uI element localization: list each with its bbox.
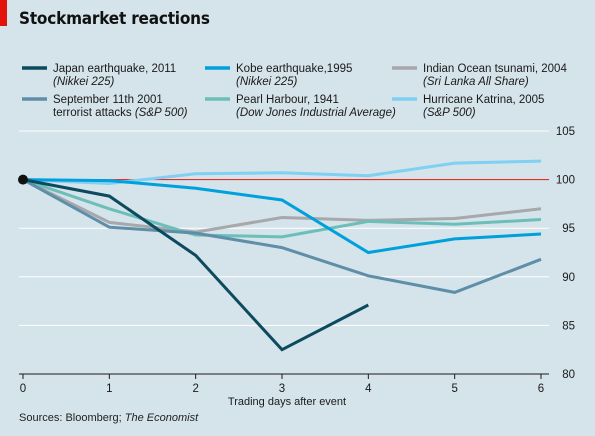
y-tick-label-80: 80 [562, 369, 575, 381]
series-line-2 [22, 178, 542, 234]
y-axis-ticks: 80 85 90 95 100 105 [556, 126, 575, 381]
legend-label-5: Hurricane Katrina, 2005 [423, 94, 544, 106]
y-tick-label-95: 95 [562, 223, 575, 235]
source-italic: The Economist [124, 412, 199, 424]
x-tick-label-2: 2 [192, 383, 198, 395]
x-tick-label-5: 5 [451, 383, 457, 395]
legend-label-4: Pearl Harbour, 1941 [236, 94, 339, 106]
legend-sub-3: terrorist attacks (S&P 500) [53, 107, 188, 119]
chart-title: Stockmarket reactions [19, 9, 210, 29]
x-tick-label-4: 4 [365, 383, 372, 395]
legend-sub-2: (Sri Lanka All Share) [423, 76, 529, 88]
legend-sub-4: (Dow Jones Industrial Average) [236, 107, 396, 119]
series-line-4 [22, 178, 542, 239]
series-line-3 [22, 178, 542, 294]
x-tick-label-0: 0 [20, 383, 26, 395]
grid-lines [19, 130, 549, 375]
source-note: Sources: Bloomberg; The Economist [19, 412, 198, 424]
legend-label-1: Kobe earthquake,1995 [236, 63, 352, 75]
y-tick-label-85: 85 [562, 320, 575, 332]
red-corner-tab [0, 0, 7, 26]
series-lines [22, 159, 542, 352]
y-tick-label-90: 90 [562, 272, 575, 284]
series-line-1 [22, 178, 542, 255]
legend-sub-1: (Nikkei 225) [236, 76, 298, 88]
x-tick-label-3: 3 [279, 383, 285, 395]
x-tick-label-6: 6 [538, 383, 544, 395]
legend-label-3: September 11th 2001 [53, 94, 163, 106]
legend-label-0: Japan earthquake, 2011 [53, 63, 176, 75]
series-line-0 [22, 178, 369, 352]
y-tick-label-100: 100 [556, 175, 575, 187]
series-line-5 [22, 159, 542, 186]
origin-dot [18, 174, 28, 185]
x-axis-label: Trading days after event [228, 396, 346, 408]
source-prefix: Sources: Bloomberg; [19, 412, 125, 424]
legend-sub-5: (S&P 500) [423, 107, 476, 119]
legend: Japan earthquake, 2011(Nikkei 225)Kobe e… [22, 63, 567, 119]
x-tick-label-1: 1 [106, 383, 112, 395]
y-tick-label-105: 105 [556, 126, 575, 138]
x-axis-ticks: 0 1 2 3 4 5 6 [20, 374, 544, 395]
legend-label-2: Indian Ocean tsunami, 2004 [423, 63, 567, 75]
legend-sub-0: (Nikkei 225) [53, 76, 115, 88]
